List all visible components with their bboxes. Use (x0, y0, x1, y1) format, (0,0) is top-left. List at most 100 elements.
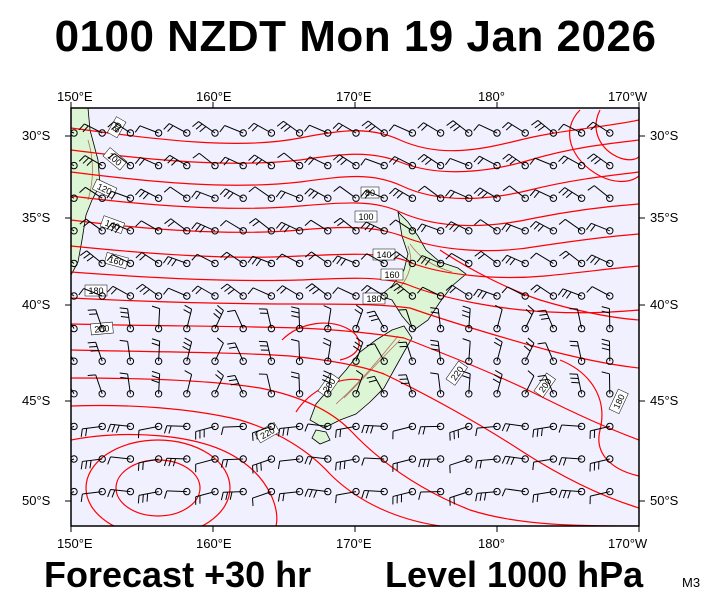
wind-barb-feather (360, 190, 367, 197)
wind-barb-feather (529, 157, 536, 165)
wind-barb-feather (227, 375, 236, 378)
wind-barb-shaft (524, 375, 535, 395)
wind-barb-feather (283, 225, 290, 233)
wind-barb-station (436, 292, 445, 300)
wind-barb-feather (83, 253, 91, 259)
wind-barb-shaft (196, 190, 216, 199)
wind-barb-feather (462, 309, 471, 314)
lat-tick-left-50s: 50°S (22, 493, 51, 508)
wind-barb-feather (219, 220, 227, 227)
wind-barb-feather (308, 190, 315, 197)
wind-barb-shaft (479, 155, 498, 167)
wind-barb-feather (424, 258, 431, 266)
lon-tick-top-170e: 170°E (336, 89, 372, 104)
wind-barb-feather (219, 125, 226, 133)
wind-barb-feather (539, 313, 548, 316)
wind-barb-feather (506, 456, 511, 465)
wind-barb-station (267, 487, 276, 496)
wind-barb-shaft (110, 423, 131, 427)
wind-barb-feather (277, 152, 285, 159)
wind-barb-shaft (224, 125, 244, 134)
wind-barb-shaft (505, 455, 526, 460)
wind-barb-shaft (336, 425, 357, 431)
land-south-island (309, 325, 413, 429)
wind-barb-shaft (282, 285, 300, 297)
wind-barb-shaft (307, 423, 328, 427)
wind-barb-feather (277, 461, 281, 470)
wind-barb-shaft (468, 341, 471, 362)
wind-barb-shaft (141, 220, 159, 232)
wind-barb-feather (462, 305, 471, 310)
wind-barb-feather (366, 310, 375, 314)
wind-barb-feather (79, 186, 86, 194)
wind-barb-feather (416, 255, 423, 263)
wind-barb-feather (537, 225, 544, 232)
wind-barb-feather (431, 348, 440, 351)
wind-barb-station (352, 227, 360, 235)
wind-barb-feather (506, 424, 511, 432)
wind-barb-shaft (337, 287, 357, 297)
wind-barb-shaft (84, 155, 103, 167)
wind-barb-feather (477, 253, 485, 260)
wind-barb-station (295, 292, 304, 300)
wind-barb-shaft (197, 285, 216, 297)
wind-barb-shaft (366, 284, 385, 297)
height-contour (71, 219, 639, 252)
wind-barb-feather (219, 156, 226, 164)
wind-barb-feather (494, 304, 503, 310)
wind-barb-shaft (477, 425, 498, 429)
wind-barb-shaft (592, 121, 611, 134)
wind-barb-feather (80, 428, 83, 437)
wind-barb-feather (388, 124, 395, 132)
wind-barb-feather (509, 158, 517, 165)
wind-barb-feather (163, 256, 169, 264)
wind-barb-station (380, 227, 388, 235)
wind-barb-feather (146, 493, 149, 502)
wind-barb-station (549, 357, 558, 365)
wind-barb-station (606, 292, 614, 300)
wind-barb-station (183, 324, 191, 333)
wind-barb-station (408, 422, 417, 431)
wind-barb-feather (323, 305, 332, 310)
wind-barb-feather (361, 285, 368, 292)
wind-barb-station (493, 390, 501, 398)
wind-barb-station (465, 129, 473, 137)
wind-barb-station (295, 129, 304, 137)
wind-barb-shaft (255, 218, 272, 232)
wind-barb-feather (502, 185, 510, 192)
wind-barb-shaft (95, 374, 103, 394)
wind-barb-feather (430, 307, 439, 310)
wind-barb-feather (333, 217, 341, 224)
wind-barb-station (493, 357, 501, 365)
wind-barb-feather (192, 152, 200, 159)
wind-barb-shaft (336, 458, 357, 463)
wind-barb-feather (225, 492, 229, 501)
wind-barb-station (465, 161, 473, 170)
wind-barb-feather (332, 287, 339, 294)
wind-barb-feather (119, 307, 128, 310)
wind-barb-station (380, 390, 388, 398)
wind-barb-station (183, 259, 191, 268)
wind-barb-station (267, 390, 276, 398)
wind-barb-feather (534, 286, 541, 293)
wind-barb-shaft (374, 376, 385, 395)
wind-barb-station (211, 324, 219, 333)
wind-barb-shaft (226, 251, 244, 264)
wind-barb-shaft (223, 458, 244, 461)
wind-barb-shaft (167, 256, 187, 264)
wind-barb-feather (567, 490, 571, 499)
wind-barb-station (352, 292, 360, 300)
wind-barb-shaft (437, 308, 442, 329)
wind-barb-feather (494, 370, 503, 375)
wind-barb-station (521, 194, 529, 202)
wind-barb-station (98, 390, 106, 398)
wind-barb-shaft (339, 186, 357, 199)
wind-barb-station (71, 455, 78, 463)
wind-barb-feather (78, 123, 85, 131)
wind-barb-feather (475, 428, 478, 437)
wind-barb-feather (430, 372, 439, 375)
wind-barb-station (71, 161, 78, 170)
wind-barb-feather (505, 124, 513, 131)
wind-barb-feather (168, 458, 172, 467)
wind-barb-station (352, 357, 360, 365)
